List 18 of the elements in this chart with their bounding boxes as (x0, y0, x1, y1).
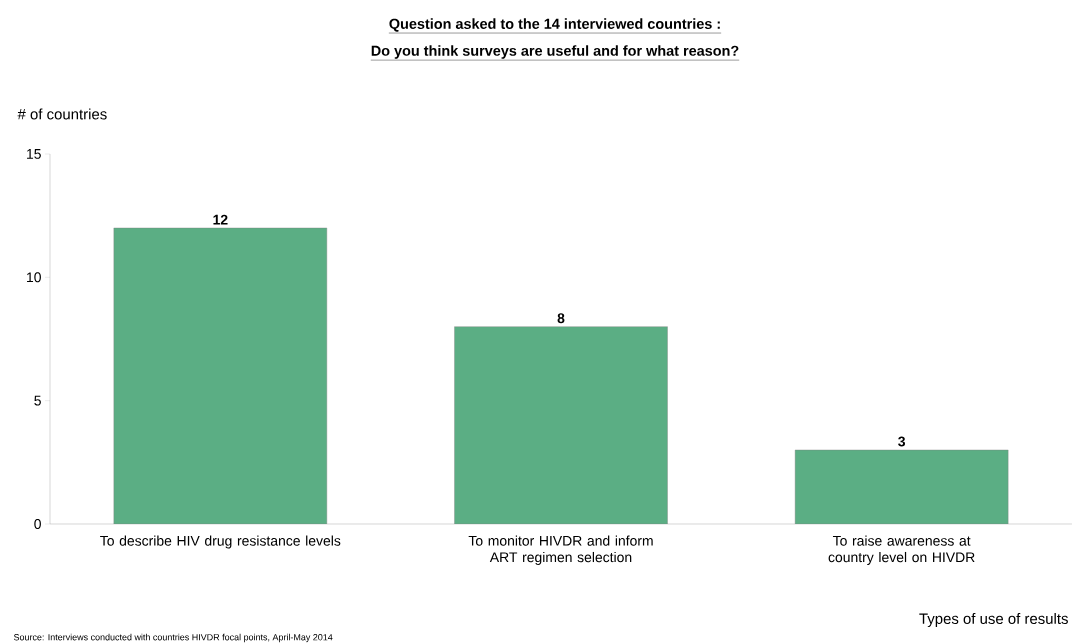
data-label: 3 (898, 436, 906, 447)
y-tick-label: 0 (34, 519, 41, 529)
x-tick-label: To monitor HIVDR and inform ART regimen selection (468, 535, 653, 565)
bar (454, 326, 668, 524)
x-axis-title: Types of use of results (919, 613, 1068, 627)
y-axis-title: # of countries (17, 108, 107, 120)
y-tick-label: 5 (34, 395, 41, 406)
data-label: 8 (557, 313, 565, 324)
bar (794, 449, 1009, 524)
y-tick-label: 15 (27, 149, 41, 159)
chart-title: Question asked to the 14 interviewed countries : (389, 18, 720, 32)
source-note: Source: Interviews conducted with countries HIVDR focal points, April-May 2014 (13, 633, 333, 643)
x-tick-label: To raise awareness at country level on HIVDR (828, 535, 975, 565)
x-tick-label: To describe HIV drug resistance levels (100, 535, 341, 549)
bar (113, 227, 328, 524)
y-tick-label: 10 (27, 272, 41, 283)
chart-subtitle: Do you think surveys are useful and for what reason? (371, 45, 739, 59)
data-label: 12 (213, 214, 228, 225)
